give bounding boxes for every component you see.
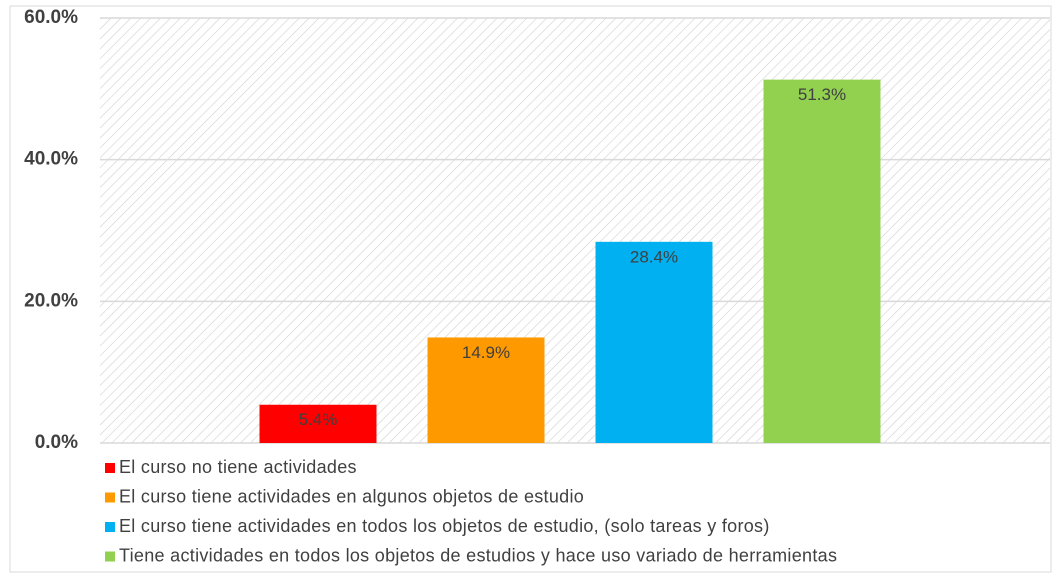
bar [259, 404, 377, 443]
data-label: 5.4% [299, 410, 338, 429]
legend-swatch [105, 551, 115, 562]
bar [427, 337, 545, 443]
plot-area [100, 18, 1050, 443]
legend-label: Tiene actividades en todos los objetos d… [119, 545, 837, 565]
legend-swatch [105, 492, 115, 503]
legend-label: El curso no tiene actividades [119, 457, 357, 477]
y-tick-label: 20.0% [24, 290, 78, 311]
data-label: 51.3% [798, 85, 846, 104]
chart-frame [9, 5, 1052, 573]
legend-label: El curso tiene actividades en algunos ob… [119, 486, 584, 506]
y-tick-label: 60.0% [24, 7, 78, 28]
bar [763, 79, 881, 443]
legend-swatch [105, 522, 115, 532]
legend-swatch [105, 463, 115, 473]
data-label: 14.9% [462, 343, 510, 362]
bar [595, 241, 713, 443]
y-tick-label: 0.0% [35, 432, 78, 453]
legend-label: El curso tiene actividades en todos los … [119, 516, 770, 536]
y-tick-label: 40.0% [24, 149, 78, 170]
data-label: 28.4% [630, 247, 678, 266]
